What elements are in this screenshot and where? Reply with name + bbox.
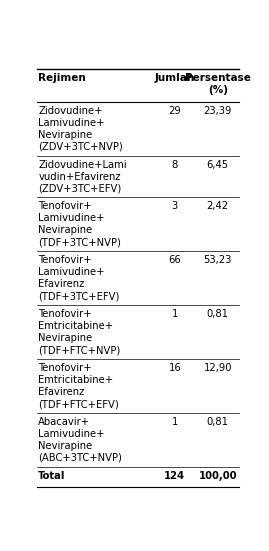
Text: 2,42: 2,42 (207, 201, 229, 211)
Text: 23,39: 23,39 (204, 106, 232, 116)
Text: Tenofovir+
Lamivudine+
Nevirapine
(TDF+3TC+NVP): Tenofovir+ Lamivudine+ Nevirapine (TDF+3… (38, 201, 121, 247)
Text: 29: 29 (168, 106, 181, 116)
Text: Zidovudine+Lami
vudin+Efavirenz
(ZDV+3TC+EFV): Zidovudine+Lami vudin+Efavirenz (ZDV+3TC… (38, 160, 127, 193)
Text: Zidovudine+
Lamivudine+
Nevirapine
(ZDV+3TC+NVP): Zidovudine+ Lamivudine+ Nevirapine (ZDV+… (38, 106, 123, 152)
Text: 6,45: 6,45 (207, 160, 229, 170)
Text: 53,23: 53,23 (204, 255, 232, 265)
Text: Tenofovir+
Emtricitabine+
Efavirenz
(TDF+FTC+EFV): Tenofovir+ Emtricitabine+ Efavirenz (TDF… (38, 363, 119, 409)
Text: 16: 16 (168, 363, 181, 373)
Text: 1: 1 (172, 309, 178, 319)
Text: 12,90: 12,90 (204, 363, 232, 373)
Text: 66: 66 (168, 255, 181, 265)
Text: 100,00: 100,00 (199, 471, 237, 481)
Text: Total: Total (38, 471, 66, 481)
Text: 0,81: 0,81 (207, 417, 229, 427)
Text: Jumlah: Jumlah (155, 73, 195, 83)
Text: Persentase
(%): Persentase (%) (185, 73, 251, 95)
Text: Tenofovir+
Lamivudine+
Efavirenz
(TDF+3TC+EFV): Tenofovir+ Lamivudine+ Efavirenz (TDF+3T… (38, 255, 120, 301)
Text: Tenofovir+
Emtricitabine+
Nevirapine
(TDF+FTC+NVP): Tenofovir+ Emtricitabine+ Nevirapine (TD… (38, 309, 121, 355)
Text: 124: 124 (164, 471, 185, 481)
Text: 3: 3 (172, 201, 178, 211)
Text: Abacavir+
Lamivudine+
Nevirapine
(ABC+3TC+NVP): Abacavir+ Lamivudine+ Nevirapine (ABC+3T… (38, 417, 122, 463)
Text: 1: 1 (172, 417, 178, 427)
Text: 8: 8 (172, 160, 178, 170)
Text: 0,81: 0,81 (207, 309, 229, 319)
Text: Rejimen: Rejimen (38, 73, 86, 83)
